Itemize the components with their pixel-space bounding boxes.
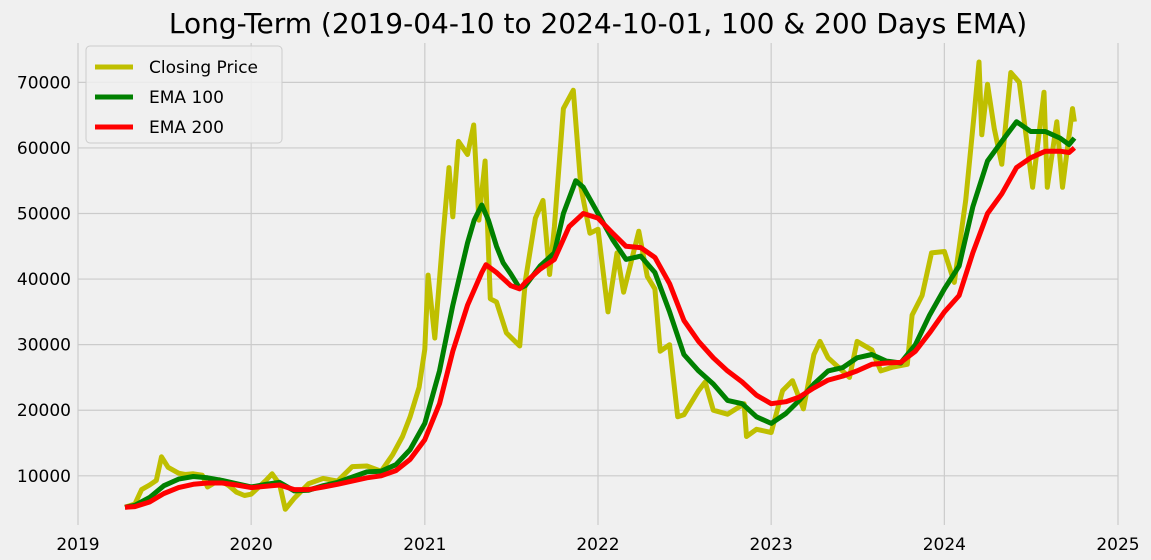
legend-items: Closing Price EMA 100 EMA 200 <box>95 58 258 138</box>
y-tick-label: 60000 <box>17 139 71 159</box>
x-tick-label: 2024 <box>923 535 966 555</box>
x-axis-ticks: 2019 2020 2021 2022 2023 2024 2025 <box>56 535 1139 555</box>
legend-label: EMA 100 <box>149 88 224 108</box>
legend-label: EMA 200 <box>149 118 224 138</box>
grid-lines <box>77 43 1119 525</box>
x-tick-label: 2020 <box>230 535 273 555</box>
y-tick-label: 70000 <box>17 73 71 93</box>
x-tick-label: 2025 <box>1096 535 1139 555</box>
x-tick-label: 2022 <box>576 535 619 555</box>
chart-title: Long-Term (2019-04-10 to 2024-10-01, 100… <box>169 7 1027 40</box>
legend: Closing Price EMA 100 EMA 200 <box>85 45 283 144</box>
y-tick-label: 10000 <box>17 467 71 487</box>
series-layer <box>124 59 1077 512</box>
x-tick-label: 2019 <box>56 535 99 555</box>
series-line-ema-200 <box>124 146 1077 510</box>
legend-box <box>85 45 283 144</box>
legend-label: Closing Price <box>149 58 258 78</box>
y-tick-label: 40000 <box>17 270 71 290</box>
x-tick-label: 2023 <box>750 535 793 555</box>
y-axis-ticks: 10000 20000 30000 40000 50000 60000 70000 <box>17 73 71 486</box>
y-tick-label: 20000 <box>17 401 71 421</box>
series-line-closing-price <box>124 59 1077 512</box>
x-tick-label: 2021 <box>403 535 446 555</box>
y-tick-label: 30000 <box>17 336 71 356</box>
y-tick-label: 50000 <box>17 205 71 225</box>
